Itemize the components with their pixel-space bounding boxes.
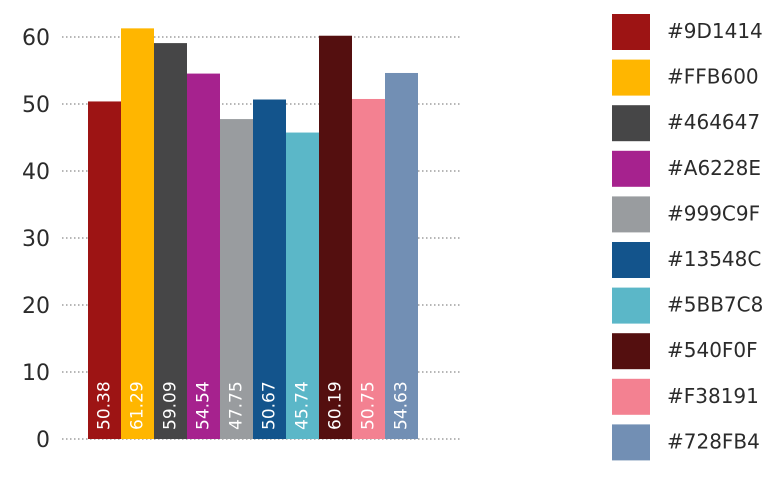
bars [88, 28, 418, 440]
legend-swatch [612, 378, 650, 415]
legend-item: #728FB4 [612, 424, 760, 461]
legend-label: #FFB600 [667, 65, 759, 89]
bar-5bb7c8 [286, 132, 319, 440]
bar-ffb600 [121, 28, 154, 440]
legend-item: #FFB600 [612, 59, 759, 96]
bar-value-label: 50.38 [95, 381, 115, 430]
legend-label: #F38191 [667, 384, 759, 408]
bar-value-label: 54.63 [392, 381, 412, 430]
legend-label: #A6228E [667, 156, 761, 180]
bar-value-label: 61.29 [128, 381, 148, 430]
legend-item: #13548C [612, 242, 761, 278]
legend-label: #540F0F [667, 338, 758, 362]
legend-swatch [612, 242, 650, 278]
legend-item: #540F0F [612, 333, 758, 370]
legend-label: #9D1414 [667, 19, 763, 43]
y-tick-label: 10 [22, 361, 50, 386]
legend-item: #F38191 [612, 378, 759, 415]
bar-540f0f [319, 35, 352, 440]
bar-value-labels: 50.38 61.29 59.09 54.54 47.75 50.67 45.74 60.19… [95, 381, 412, 430]
bar-value-label: 47.75 [227, 381, 247, 430]
legend-item: #999C9F [612, 196, 760, 233]
y-tick-label: 0 [36, 428, 50, 453]
y-tick-label: 20 [22, 294, 50, 319]
bar-a6228e [187, 73, 220, 439]
legend-swatch [612, 287, 650, 324]
bar-728fb4 [385, 72, 418, 439]
legend-item: #5BB7C8 [612, 287, 763, 324]
legend-label: #13548C [667, 247, 761, 271]
legend-swatch [612, 105, 650, 142]
bar-value-label: 50.67 [260, 381, 280, 430]
bar-9d1414 [88, 101, 121, 439]
legend-item: #9D1414 [612, 14, 763, 50]
legend-swatch [612, 150, 650, 187]
legend-label: #5BB7C8 [667, 293, 763, 317]
bar-f38191 [352, 98, 385, 439]
legend-item: #464647 [612, 105, 760, 142]
bar-464647 [154, 43, 187, 440]
legend-swatch [612, 59, 650, 96]
legend-swatch [612, 196, 650, 233]
y-tick-label: 60 [22, 26, 50, 51]
legend-swatch [612, 333, 650, 370]
legend: #9D1414 #FFB600 #464647 #A6228E #999C9F #1354… [612, 14, 763, 461]
legend-label: #999C9F [667, 201, 760, 225]
legend-swatch [612, 424, 650, 461]
bar-value-label: 50.75 [359, 381, 379, 430]
y-axis-tick-labels: 0 10 20 30 40 50 60 [22, 26, 50, 453]
bar-13548c [253, 99, 286, 440]
legend-swatch [612, 14, 650, 50]
legend-item: #A6228E [612, 150, 761, 187]
y-tick-label: 30 [22, 227, 50, 252]
bar-value-label: 59.09 [161, 381, 181, 430]
bar-value-label: 45.74 [293, 381, 313, 430]
bar-999c9f [220, 119, 253, 439]
bar-value-label: 54.54 [194, 381, 214, 430]
y-tick-label: 40 [22, 160, 50, 185]
legend-label: #464647 [667, 110, 760, 134]
legend-label: #728FB4 [667, 429, 760, 453]
bar-value-label: 60.19 [326, 381, 346, 430]
y-tick-label: 50 [22, 93, 50, 118]
